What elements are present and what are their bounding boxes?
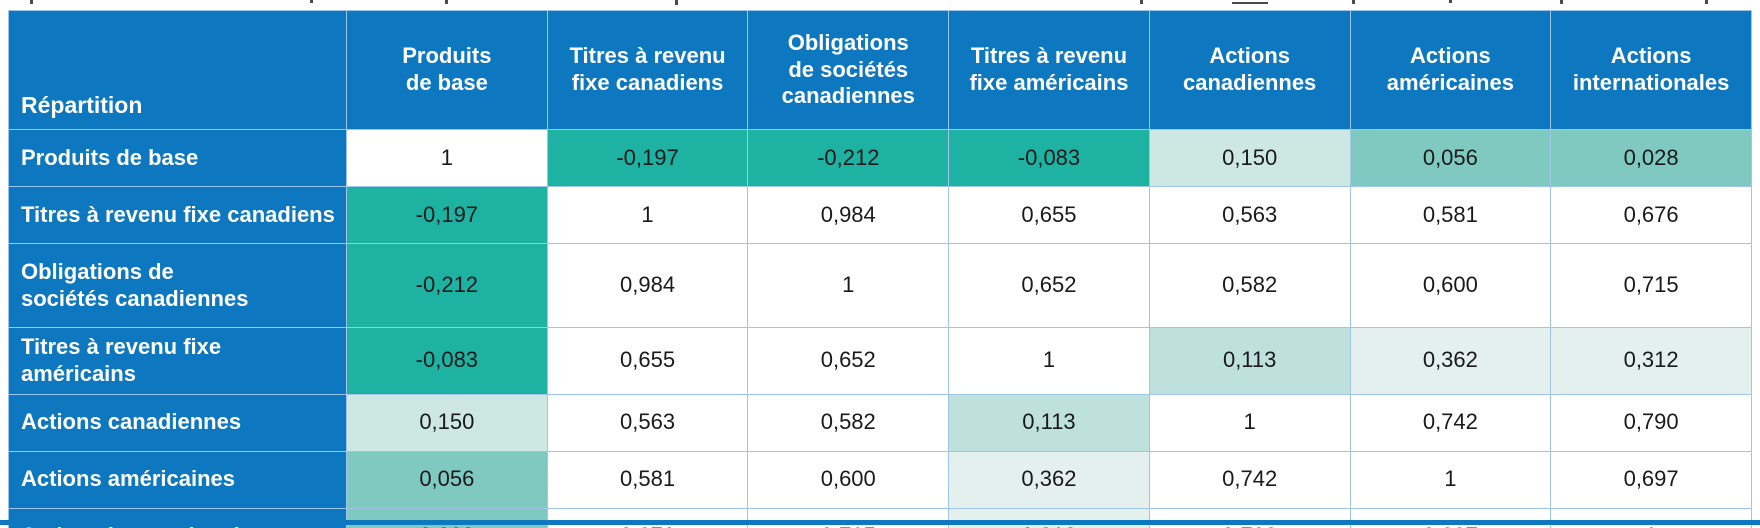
column-header-produits-de-base: Produits de base — [346, 10, 548, 130]
correlation-matrix-table: Répartition Produits de base Titres à rev… — [8, 10, 1752, 528]
correlation-cell: 0,984 — [546, 243, 749, 328]
column-header-titres-revenu-fixe-americains: Titres à revenu fixe américains — [948, 10, 1150, 130]
correlation-cell: 0,790 — [1550, 393, 1752, 452]
correlation-cell: -0,083 — [346, 327, 548, 395]
correlation-cell: 0,581 — [1349, 186, 1552, 244]
correlation-cell: 0,563 — [1148, 186, 1351, 244]
correlation-cell: 0,790 — [1148, 507, 1351, 528]
correlation-cell: 0,984 — [747, 186, 950, 244]
correlation-cell: 0,028 — [1550, 129, 1752, 187]
correlation-cell: 1 — [546, 186, 749, 244]
correlation-cell: 0,362 — [1349, 327, 1552, 395]
row-header: Produits de base — [8, 129, 347, 187]
cropped-text-artifact — [0, 0, 1760, 7]
table-row: Titres à revenu fixe américains -0,083 0,6… — [8, 327, 1752, 395]
row-header: Actions canadiennes — [8, 393, 347, 452]
correlation-cell: 0,655 — [948, 186, 1150, 244]
table-row: Produits de base 1 -0,197 -0,212 -0,083 0,150… — [8, 129, 1752, 187]
correlation-cell: 0,563 — [546, 393, 749, 452]
correlation-cell: -0,197 — [346, 186, 548, 244]
correlation-cell: 0,113 — [1148, 327, 1351, 395]
table-row: Titres à revenu fixe canadiens -0,197 1 0,9… — [8, 186, 1752, 244]
table-row: Actions canadiennes 0,150 0,563 0,582 0,113 1… — [8, 393, 1752, 452]
correlation-cell: 0,697 — [1550, 450, 1752, 509]
row-header: Titres à revenu fixe canadiens — [8, 186, 347, 244]
correlation-cell: 0,697 — [1349, 507, 1552, 528]
row-header: Actions internationales — [8, 507, 347, 528]
correlation-cell: 0,113 — [948, 393, 1150, 452]
correlation-cell: 0,652 — [747, 327, 950, 395]
row-header: Obligations de sociétés canadiennes — [8, 243, 347, 328]
table-row: Actions internationales0,0280,6760,7150,… — [8, 507, 1752, 528]
row-header: Titres à revenu fixe américains — [8, 327, 347, 395]
correlation-cell: 0,655 — [546, 327, 749, 395]
correlation-cell: 1 — [1148, 393, 1351, 452]
correlation-cell: 0,742 — [1349, 393, 1552, 452]
correlation-cell: 0,676 — [546, 507, 749, 528]
correlation-cell: -0,212 — [346, 243, 548, 328]
correlation-cell: 0,582 — [1148, 243, 1351, 328]
column-header-actions-canadiennes: Actions canadiennes — [1148, 10, 1351, 130]
column-header-actions-americaines: Actions américaines — [1349, 10, 1552, 130]
corner-header-repartition: Répartition — [8, 10, 347, 130]
correlation-cell: 0,150 — [1148, 129, 1351, 187]
correlation-cell: 0,715 — [747, 507, 950, 528]
correlation-cell: 0,715 — [1550, 243, 1752, 328]
correlation-cell: -0,212 — [747, 129, 950, 187]
correlation-cell: 1 — [747, 243, 950, 328]
column-header-actions-internationales: Actions internationales — [1550, 10, 1752, 130]
row-header: Actions américaines — [8, 450, 347, 509]
column-header-obligations-societes-canadiennes: Obligations de sociétés canadiennes — [747, 10, 950, 130]
correlation-cell: 0,312 — [1550, 327, 1752, 395]
correlation-cell: 0,676 — [1550, 186, 1752, 244]
correlation-cell: 0,312 — [948, 507, 1150, 528]
bottom-rule-divider — [0, 520, 1760, 525]
correlation-cell: 1 — [1349, 450, 1552, 509]
correlation-cell: -0,197 — [546, 129, 749, 187]
correlation-cell: 1 — [346, 129, 548, 187]
header-row: Répartition Produits de base Titres à rev… — [8, 10, 1752, 130]
correlation-table-container: Répartition Produits de base Titres à rev… — [8, 10, 1752, 528]
correlation-cell: 1 — [948, 327, 1150, 395]
correlation-cell: 0,150 — [346, 393, 548, 452]
correlation-cell: -0,083 — [948, 129, 1150, 187]
correlation-cell: 0,742 — [1148, 450, 1351, 509]
table-row: Actions américaines 0,056 0,581 0,600 0,362 0… — [8, 450, 1752, 509]
table-row: Obligations de sociétés canadiennes -0,21… — [8, 243, 1752, 328]
correlation-cell: 0,652 — [948, 243, 1150, 328]
correlation-cell: 0,600 — [747, 450, 950, 509]
correlation-cell: 0,581 — [546, 450, 749, 509]
column-header-titres-revenu-fixe-canadiens: Titres à revenu fixe canadiens — [546, 10, 749, 130]
correlation-cell: 0,582 — [747, 393, 950, 452]
correlation-cell: 0,362 — [948, 450, 1150, 509]
correlation-cell: 0,056 — [1349, 129, 1552, 187]
correlation-cell: 0,600 — [1349, 243, 1552, 328]
correlation-cell: 1 — [1550, 507, 1752, 528]
correlation-cell: 0,028 — [346, 507, 548, 528]
correlation-cell: 0,056 — [346, 450, 548, 509]
